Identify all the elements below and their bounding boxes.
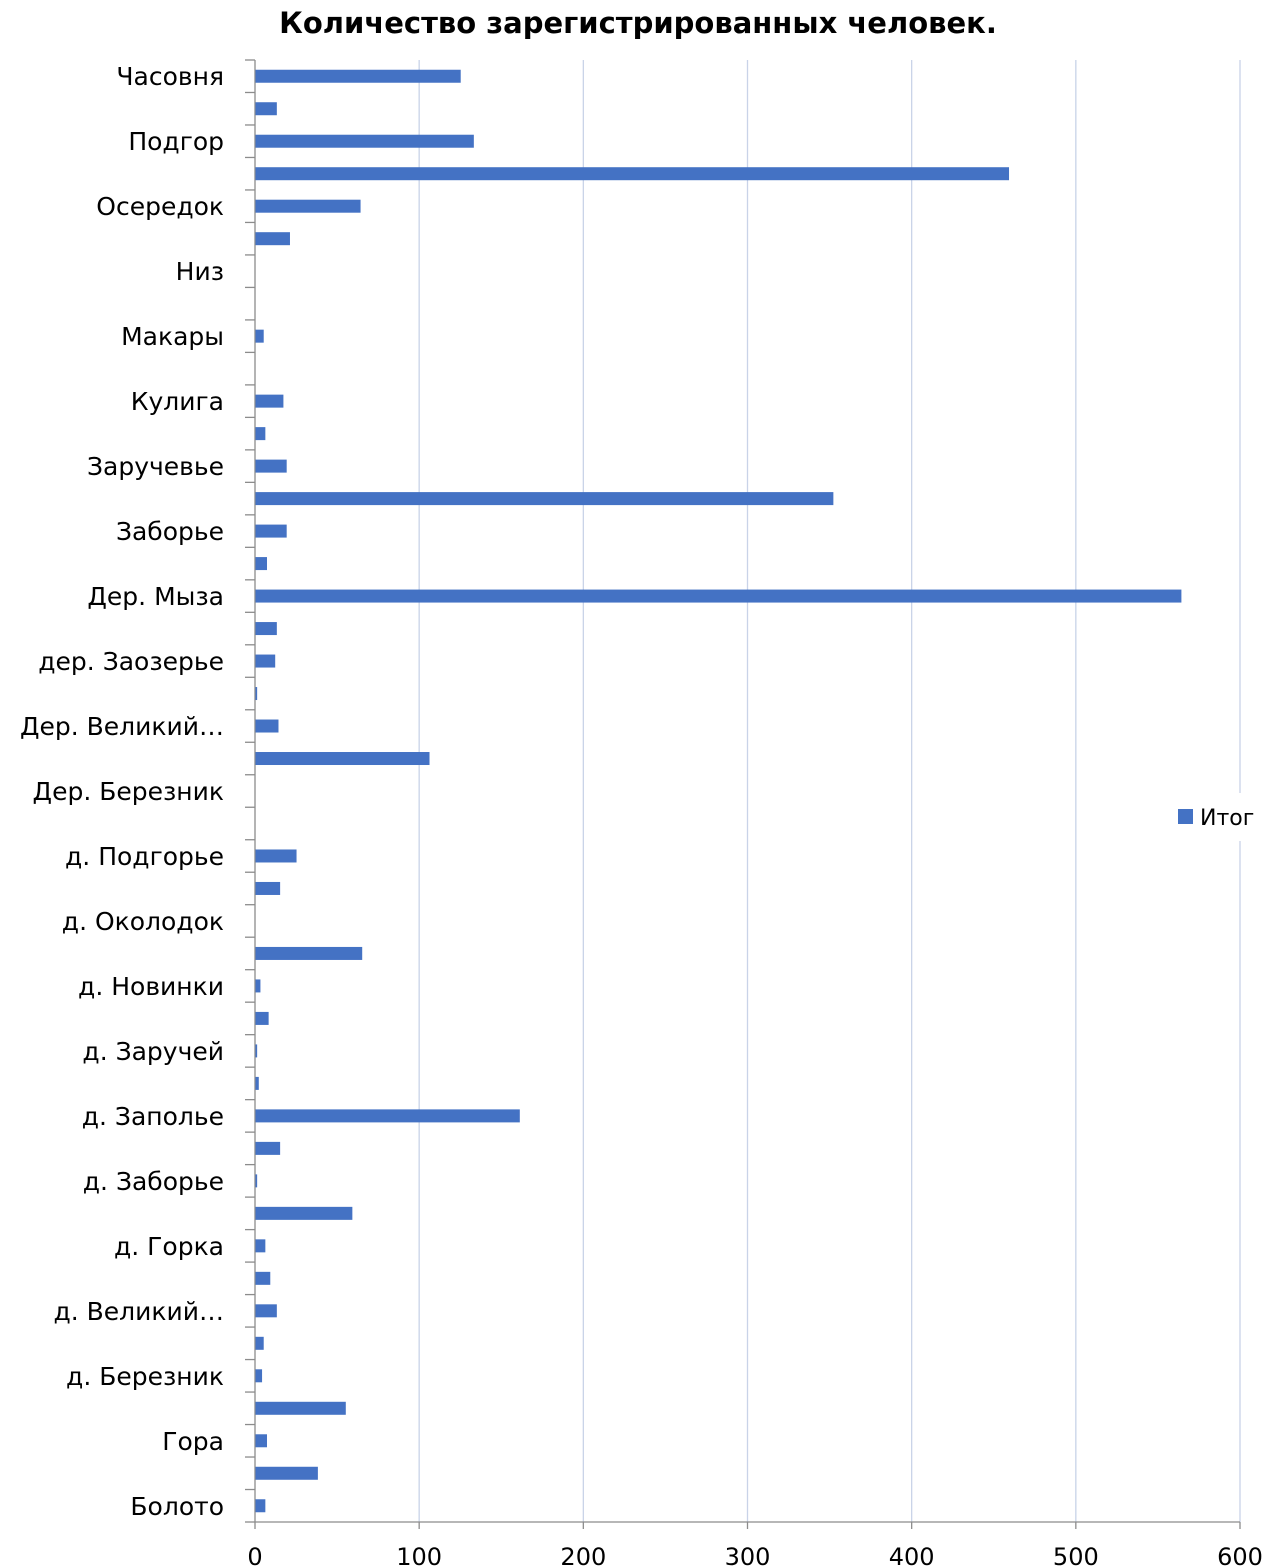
bar-д. Подгорье xyxy=(255,849,297,863)
category-label: д. Горка xyxy=(114,1232,224,1261)
bar-д. Великий… xyxy=(255,1304,277,1318)
value-tick-labels: 0 100 200 300 400 500 600 xyxy=(247,1543,1263,1567)
category-label: Часовня xyxy=(116,62,224,91)
bar-unlabeled-29 xyxy=(255,1011,269,1025)
bar-unlabeled-13 xyxy=(255,492,834,506)
category-label: д. Заполье xyxy=(82,1102,224,1131)
legend: Итог xyxy=(1170,793,1260,841)
category-label: д. Заборье xyxy=(83,1167,224,1196)
bar-unlabeled-15 xyxy=(255,557,267,571)
chart-title: Количество зарегистрированных человек. xyxy=(279,6,997,40)
category-label: д. Подгорье xyxy=(65,842,224,871)
bar-д. Березник xyxy=(255,1369,263,1383)
bar-Болото xyxy=(255,1499,266,1513)
bar-Заручевье xyxy=(255,459,287,473)
x-tick-label-600: 600 xyxy=(1217,1543,1263,1567)
category-label: д. Заручей xyxy=(82,1037,224,1066)
bar-unlabeled-1 xyxy=(255,102,277,116)
bar-Часовня xyxy=(255,69,461,83)
bar-Заборье xyxy=(255,524,287,538)
bar-unlabeled-33 xyxy=(255,1141,281,1155)
category-label: Заборье xyxy=(116,517,224,546)
bar-unlabeled-41 xyxy=(255,1401,346,1415)
x-tick-label-0: 0 xyxy=(247,1543,262,1567)
bar-unlabeled-39 xyxy=(255,1336,264,1350)
category-label: д. Березник xyxy=(66,1362,224,1391)
category-label: д. Околодок xyxy=(62,907,224,936)
bar-unlabeled-37 xyxy=(255,1271,271,1285)
bar-д. Заполье xyxy=(255,1109,520,1123)
bar-д. Новинки xyxy=(255,979,261,993)
legend-label: Итог xyxy=(1200,806,1254,831)
bar-unlabeled-3 xyxy=(255,167,1010,181)
axes xyxy=(245,59,1241,1529)
category-label: Кулига xyxy=(131,387,224,416)
bar-Дер. Мыза xyxy=(255,589,1182,603)
category-label: д. Великий… xyxy=(53,1297,224,1326)
category-label: Осередок xyxy=(96,192,224,221)
bar-unlabeled-17 xyxy=(255,622,277,636)
bar-Кулига xyxy=(255,394,284,408)
bar-unlabeled-27 xyxy=(255,946,363,960)
bar-unlabeled-19 xyxy=(255,687,258,701)
bar-дер. Заозерье xyxy=(255,654,276,668)
category-label: Дер. Великий… xyxy=(20,712,224,741)
bar-unlabeled-11 xyxy=(255,427,266,441)
category-label: Гора xyxy=(162,1427,224,1456)
bar-unlabeled-21 xyxy=(255,752,430,766)
category-label: Подгор xyxy=(128,127,224,156)
bar-д. Горка xyxy=(255,1239,266,1253)
category-label: Низ xyxy=(176,257,224,286)
category-label: д. Новинки xyxy=(78,972,224,1001)
x-tick-label-200: 200 xyxy=(560,1543,606,1567)
category-label: Заручевье xyxy=(87,452,224,481)
category-label: Дер. Березник xyxy=(33,777,224,806)
bar-unlabeled-43 xyxy=(255,1466,318,1480)
bar-unlabeled-35 xyxy=(255,1206,353,1220)
bars xyxy=(255,69,1182,1513)
bar-unlabeled-25 xyxy=(255,881,281,895)
category-labels: Часовня Подгор Осередок Низ Макары Кулига Зару… xyxy=(20,62,224,1521)
category-label: дер. Заозерье xyxy=(38,647,224,676)
bar-Подгор xyxy=(255,134,474,148)
x-tick-label-100: 100 xyxy=(396,1543,442,1567)
category-label: Макары xyxy=(121,322,224,351)
bar-Макары xyxy=(255,329,264,343)
category-label: Дер. Мыза xyxy=(87,582,224,611)
category-label: Болото xyxy=(130,1492,224,1521)
gridlines xyxy=(418,60,1241,1522)
x-tick-label-300: 300 xyxy=(725,1543,771,1567)
bar-д. Заборье xyxy=(255,1174,258,1188)
bar-Гора xyxy=(255,1434,267,1448)
bar-unlabeled-31 xyxy=(255,1076,259,1090)
bar-unlabeled-5 xyxy=(255,232,290,246)
bar-Дер. Великий… xyxy=(255,719,279,733)
x-tick-label-500: 500 xyxy=(1053,1543,1099,1567)
bar-Осередок xyxy=(255,199,361,213)
x-tick-label-400: 400 xyxy=(889,1543,935,1567)
legend-swatch xyxy=(1178,809,1193,824)
bar-д. Заручей xyxy=(255,1044,258,1058)
